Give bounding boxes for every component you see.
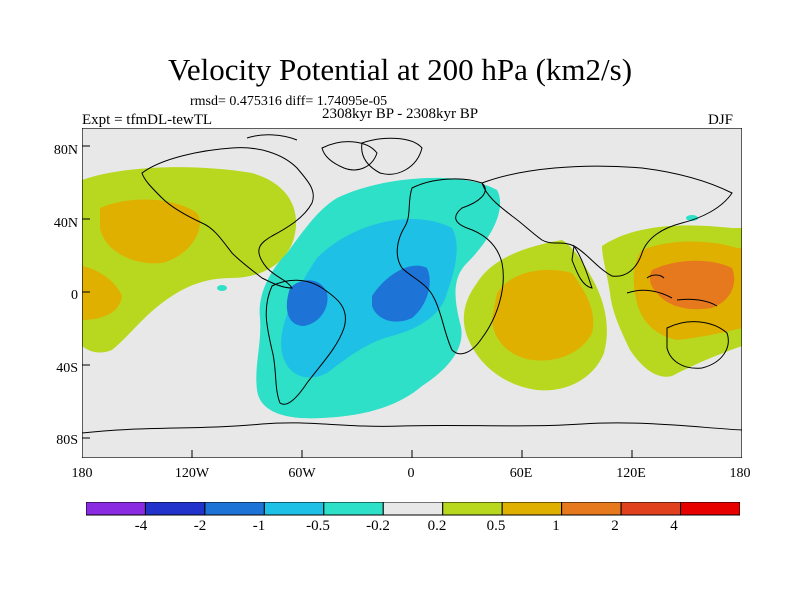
colorbar-label: 0.2 (427, 518, 447, 534)
colorbar-label: -0.2 (366, 518, 390, 534)
x-tick-120w: 120W (174, 466, 210, 481)
colorbar-label: -2 (193, 518, 207, 534)
axis-ticks (82, 145, 633, 458)
contour-pacific-equator-0.5 (82, 266, 122, 320)
x-tick-180w: 180 (71, 466, 93, 481)
velocity-potential-map (82, 128, 742, 458)
colorbar-box (442, 502, 503, 516)
colorbar-box (620, 502, 682, 516)
colorbar-label: -0.5 (306, 518, 330, 534)
x-tick-60e: 60E (509, 466, 533, 481)
contour-africa-minus-1 (372, 265, 430, 322)
colorbar-box (263, 502, 325, 516)
colorbar-label: 2 (611, 518, 619, 534)
x-tick-0: 0 (407, 466, 415, 481)
colorbar-box (144, 502, 206, 516)
colorbar-label: 1 (552, 518, 560, 534)
colorbar-box (204, 502, 265, 516)
y-tick-0: 0 (71, 288, 78, 303)
contour-brazil-minus-1 (286, 280, 328, 326)
colorbar-box (561, 502, 622, 516)
colorbar-label: 0.5 (486, 518, 506, 534)
experiment-label: Expt = tfmDL-tewTL (82, 112, 213, 128)
y-tick-40s: 40S (56, 361, 78, 376)
contour-indian-0.5 (492, 269, 594, 361)
colorbar-label: 4 (670, 518, 678, 534)
colorbar-box (382, 502, 444, 516)
x-tick-60w: 60W (288, 466, 316, 481)
contour-pacific-north-0.5 (100, 199, 200, 264)
x-tick-180e: 180 (729, 466, 751, 481)
y-tick-40n: 40N (53, 216, 78, 231)
colorbar-box (323, 502, 384, 516)
map-title: Velocity Potential at 200 hPa (km2/s) (167, 52, 633, 87)
x-tick-120e: 120E (616, 466, 646, 481)
coastlines (82, 134, 742, 434)
contour-small-blob-atlantic (217, 285, 227, 291)
y-tick-80n: 80N (53, 143, 78, 158)
colorbar-label: -4 (134, 518, 148, 534)
y-tick-80s: 80S (56, 433, 78, 448)
colorbar-label: -1 (252, 518, 266, 534)
colorbar-box (680, 502, 740, 516)
period-label: 2308kyr BP - 2308kyr BP (322, 106, 479, 122)
colorbar-box (501, 502, 563, 516)
contour-atlantic-minus-0.5 (281, 219, 457, 378)
colorbar (86, 502, 740, 516)
stats-label: rmsd= 0.475316 diff= 1.74095e-05 (190, 94, 388, 109)
colorbar-box (86, 502, 146, 516)
season-label: DJF (708, 112, 734, 128)
